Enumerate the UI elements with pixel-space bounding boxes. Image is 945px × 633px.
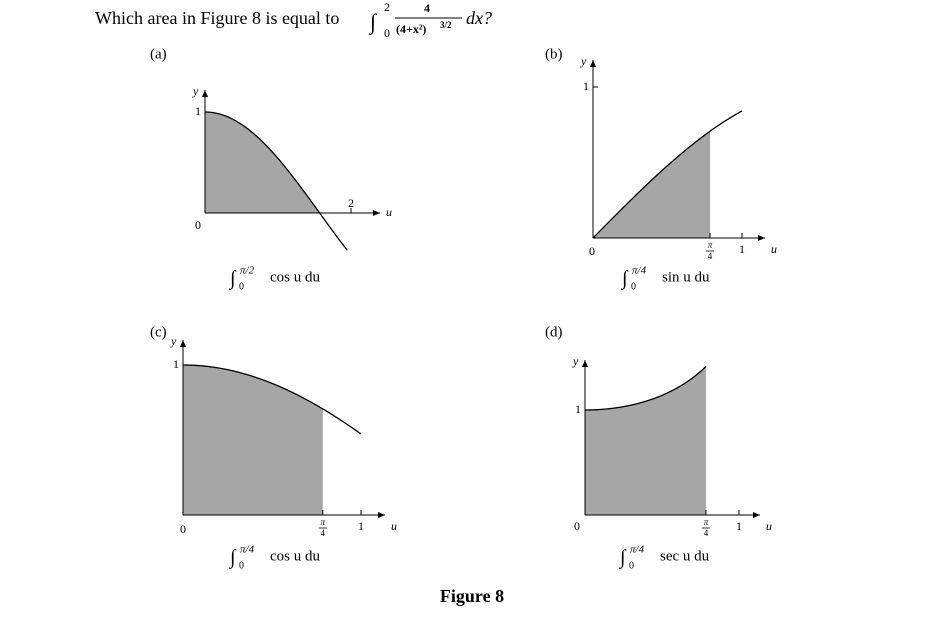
caption-sign: ∫ — [228, 547, 237, 570]
caption-sign: ∫ — [618, 547, 627, 570]
caption-sign: ∫ — [620, 268, 629, 291]
x-axis-label: u — [386, 205, 392, 219]
figure-caption: Figure 8 — [440, 586, 504, 606]
panel-label: (d) — [545, 324, 563, 340]
caption-integrand: cos u du — [270, 269, 320, 285]
upper-limit: 2 — [384, 0, 390, 14]
shaded-area — [593, 131, 711, 238]
caption-upper: π/2 — [240, 265, 255, 277]
y-axis-label: y — [192, 84, 199, 98]
curve — [584, 366, 707, 411]
origin-label: 0 — [180, 522, 186, 536]
y-tick-label: 1 — [575, 402, 581, 416]
x-tick-den: 4 — [704, 528, 709, 538]
x-axis-label: u — [771, 242, 777, 256]
y-tick-label: 1 — [583, 79, 589, 93]
origin-label: 0 — [589, 244, 595, 258]
panel-label: (c) — [150, 324, 167, 340]
x-axis-label: u — [391, 519, 397, 533]
differential: dx? — [466, 8, 492, 28]
caption-lower: 0 — [239, 560, 244, 571]
caption-upper: π/4 — [632, 265, 647, 277]
panel-label: (a) — [150, 46, 167, 62]
lower-limit: 0 — [384, 26, 390, 40]
y-arrow — [180, 340, 186, 347]
caption-upper: π/4 — [240, 544, 255, 556]
y-tick-label: 1 — [195, 104, 201, 118]
numerator: 4 — [424, 1, 430, 15]
y-axis-label: y — [580, 54, 587, 68]
y-arrow — [590, 60, 596, 67]
x-tick-num: π — [708, 240, 713, 250]
caption-integrand: cos u du — [270, 548, 320, 564]
x-arrow — [758, 235, 765, 241]
x-tick-label: 2 — [348, 196, 354, 210]
x-tick-label: 1 — [358, 519, 364, 533]
caption-integrand: sin u du — [662, 269, 710, 285]
x-arrow — [378, 512, 385, 518]
origin-label: 0 — [574, 519, 580, 533]
x-axis-label: u — [766, 519, 772, 533]
shaded-area — [183, 365, 323, 515]
x-tick-den: 4 — [708, 251, 713, 261]
y-arrow — [582, 360, 588, 367]
denominator: (4+x²) — [396, 22, 426, 36]
caption-integrand: sec u du — [660, 548, 710, 564]
panel-label: (b) — [545, 46, 563, 62]
integral-sign: ∫ — [368, 9, 378, 35]
caption-lower: 0 — [631, 281, 636, 292]
curve — [204, 111, 348, 251]
x-tick-den: 4 — [321, 528, 326, 538]
x-tick-num: π — [704, 517, 709, 527]
caption-lower: 0 — [239, 281, 244, 292]
exponent: 3/2 — [440, 20, 452, 30]
y-axis-label: y — [170, 334, 177, 348]
curve — [592, 110, 743, 239]
question-text: Which area in Figure 8 is equal to — [95, 8, 339, 28]
caption-lower: 0 — [629, 560, 634, 571]
y-arrow — [202, 90, 208, 97]
curve — [182, 364, 362, 435]
x-tick-label: 1 — [739, 242, 745, 256]
x-arrow — [373, 210, 380, 216]
x-arrow — [753, 512, 760, 518]
shaded-area — [205, 112, 320, 213]
x-tick-num: π — [321, 517, 326, 527]
origin-label: 0 — [195, 218, 201, 232]
y-tick-label: 1 — [173, 357, 179, 371]
caption-sign: ∫ — [228, 268, 237, 291]
x-tick-label: 1 — [736, 519, 742, 533]
y-axis-label: y — [572, 354, 579, 368]
caption-upper: π/4 — [630, 544, 645, 556]
shaded-area — [585, 366, 706, 515]
